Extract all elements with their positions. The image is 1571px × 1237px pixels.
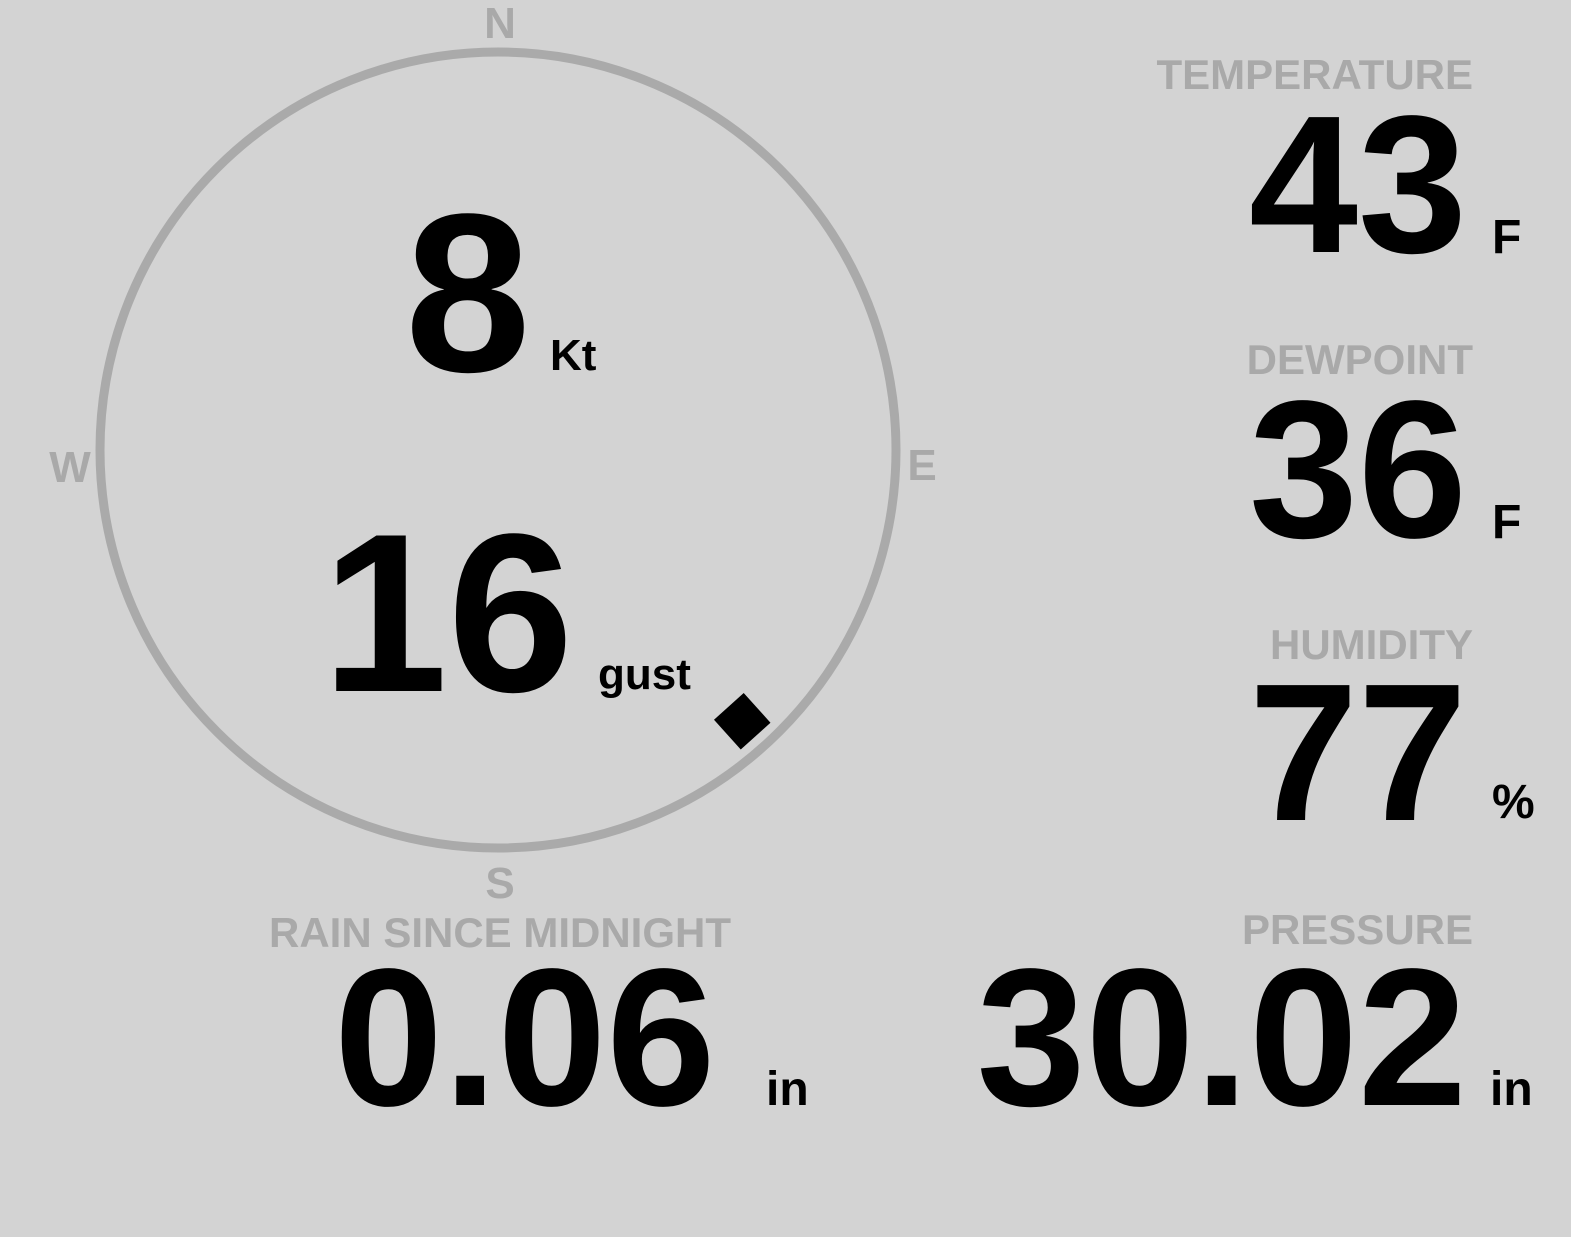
- compass-south: S: [485, 859, 515, 908]
- rain-value: 0.06: [334, 928, 716, 1147]
- humidity-label: HUMIDITY: [1270, 621, 1473, 668]
- dewpoint-unit: F: [1492, 496, 1522, 549]
- wind-compass: [95, 47, 901, 853]
- wind-gust-value: 16: [322, 486, 574, 739]
- compass-north: N: [484, 0, 516, 48]
- humidity-unit: %: [1492, 776, 1535, 829]
- dewpoint-value: 36: [1248, 360, 1467, 579]
- rain-unit: in: [766, 1063, 809, 1116]
- compass-east: E: [907, 441, 937, 490]
- pressure-label: PRESSURE: [1241, 906, 1473, 953]
- pressure-unit: in: [1490, 1063, 1533, 1116]
- temperature-value: 43: [1248, 75, 1467, 294]
- wind-speed-unit: Kt: [550, 331, 597, 380]
- wind-direction-marker: [713, 693, 771, 750]
- humidity-value: 77: [1248, 643, 1467, 862]
- pressure-value: 30.02: [976, 928, 1467, 1147]
- dewpoint-label: DEWPOINT: [1246, 336, 1473, 383]
- wind-gust-label: gust: [598, 650, 691, 699]
- temperature-unit: F: [1492, 211, 1522, 264]
- compass-west: W: [49, 443, 91, 492]
- temperature-label: TEMPERATURE: [1156, 51, 1473, 98]
- wind-speed-value: 8: [405, 166, 531, 419]
- rain-label: RAIN SINCE MIDNIGHT: [269, 909, 731, 956]
- compass-ring: [95, 47, 901, 853]
